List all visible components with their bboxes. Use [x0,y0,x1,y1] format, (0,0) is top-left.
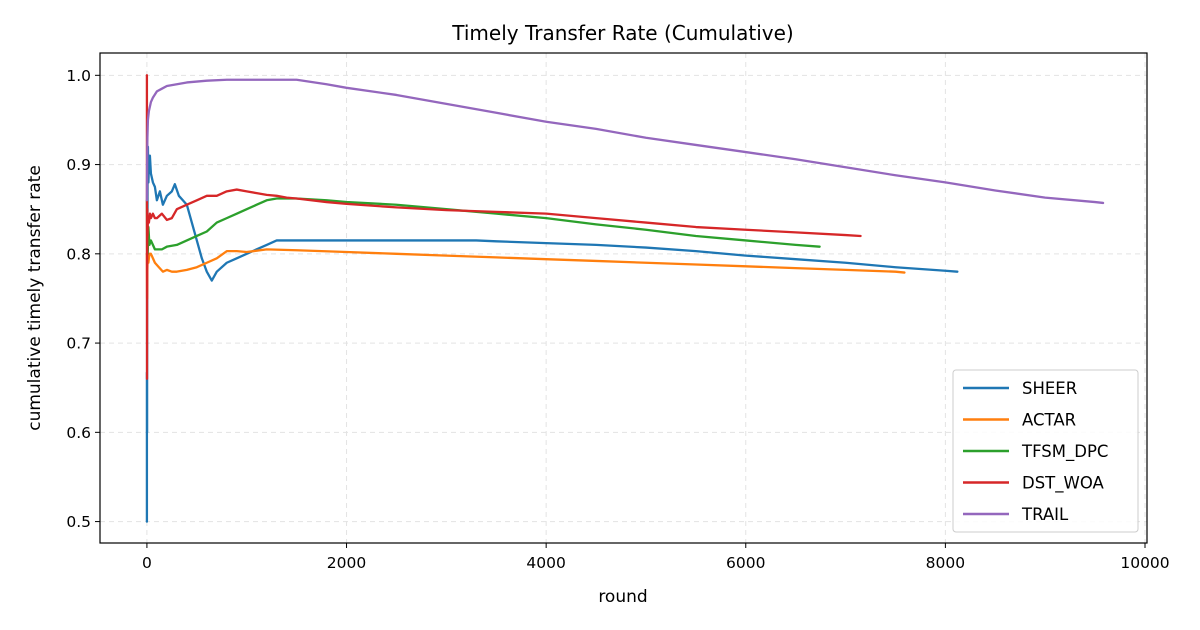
grid-layer [100,53,1147,543]
legend-label-trail: TRAIL [1021,505,1069,524]
y-tick-label: 0.6 [66,424,91,442]
y-tick-label: 0.5 [66,513,91,531]
legend-label-tfsm-dpc: TFSM_DPC [1021,442,1108,462]
y-tick-label: 1.0 [66,67,91,85]
series-line-actar [145,248,906,300]
legend-label-actar: ACTAR [1022,411,1076,430]
y-axis-label: cumulative timely transfer rate [25,165,45,431]
legend-label-dst-woa: DST_WOA [1022,474,1105,494]
x-tick-label: 8000 [926,554,965,572]
x-tick-label: 2000 [327,554,366,572]
legend-box [952,369,1139,533]
series-line-trail [145,78,1105,205]
y-tick-label: 0.8 [66,245,91,263]
ticks-layer: 0 2000 4000 6000 8000 10000 0.5 0.6 0.7 0.8 0.9 1.0 [66,67,1169,572]
plot-frame [99,52,1148,544]
x-tick-label: 10000 [1120,554,1169,572]
series-line-tfsm-dpc [145,197,821,255]
series-lines-layer [145,74,1105,523]
y-tick-label: 0.9 [66,156,91,174]
x-tick-label: 6000 [726,554,765,572]
x-tick-label: 0 [142,554,152,572]
x-axis-label: round [598,587,647,607]
chart-title: Timely Transfer Rate (Cumulative) [451,21,793,45]
x-tick-label: 4000 [526,554,565,572]
legend: SHEER ACTAR TFSM_DPC DST_WOA TRAIL [952,369,1139,533]
legend-label-sheer: SHEER [1022,379,1077,398]
series-line-dst-woa [145,74,862,380]
y-tick-label: 0.7 [66,335,91,353]
